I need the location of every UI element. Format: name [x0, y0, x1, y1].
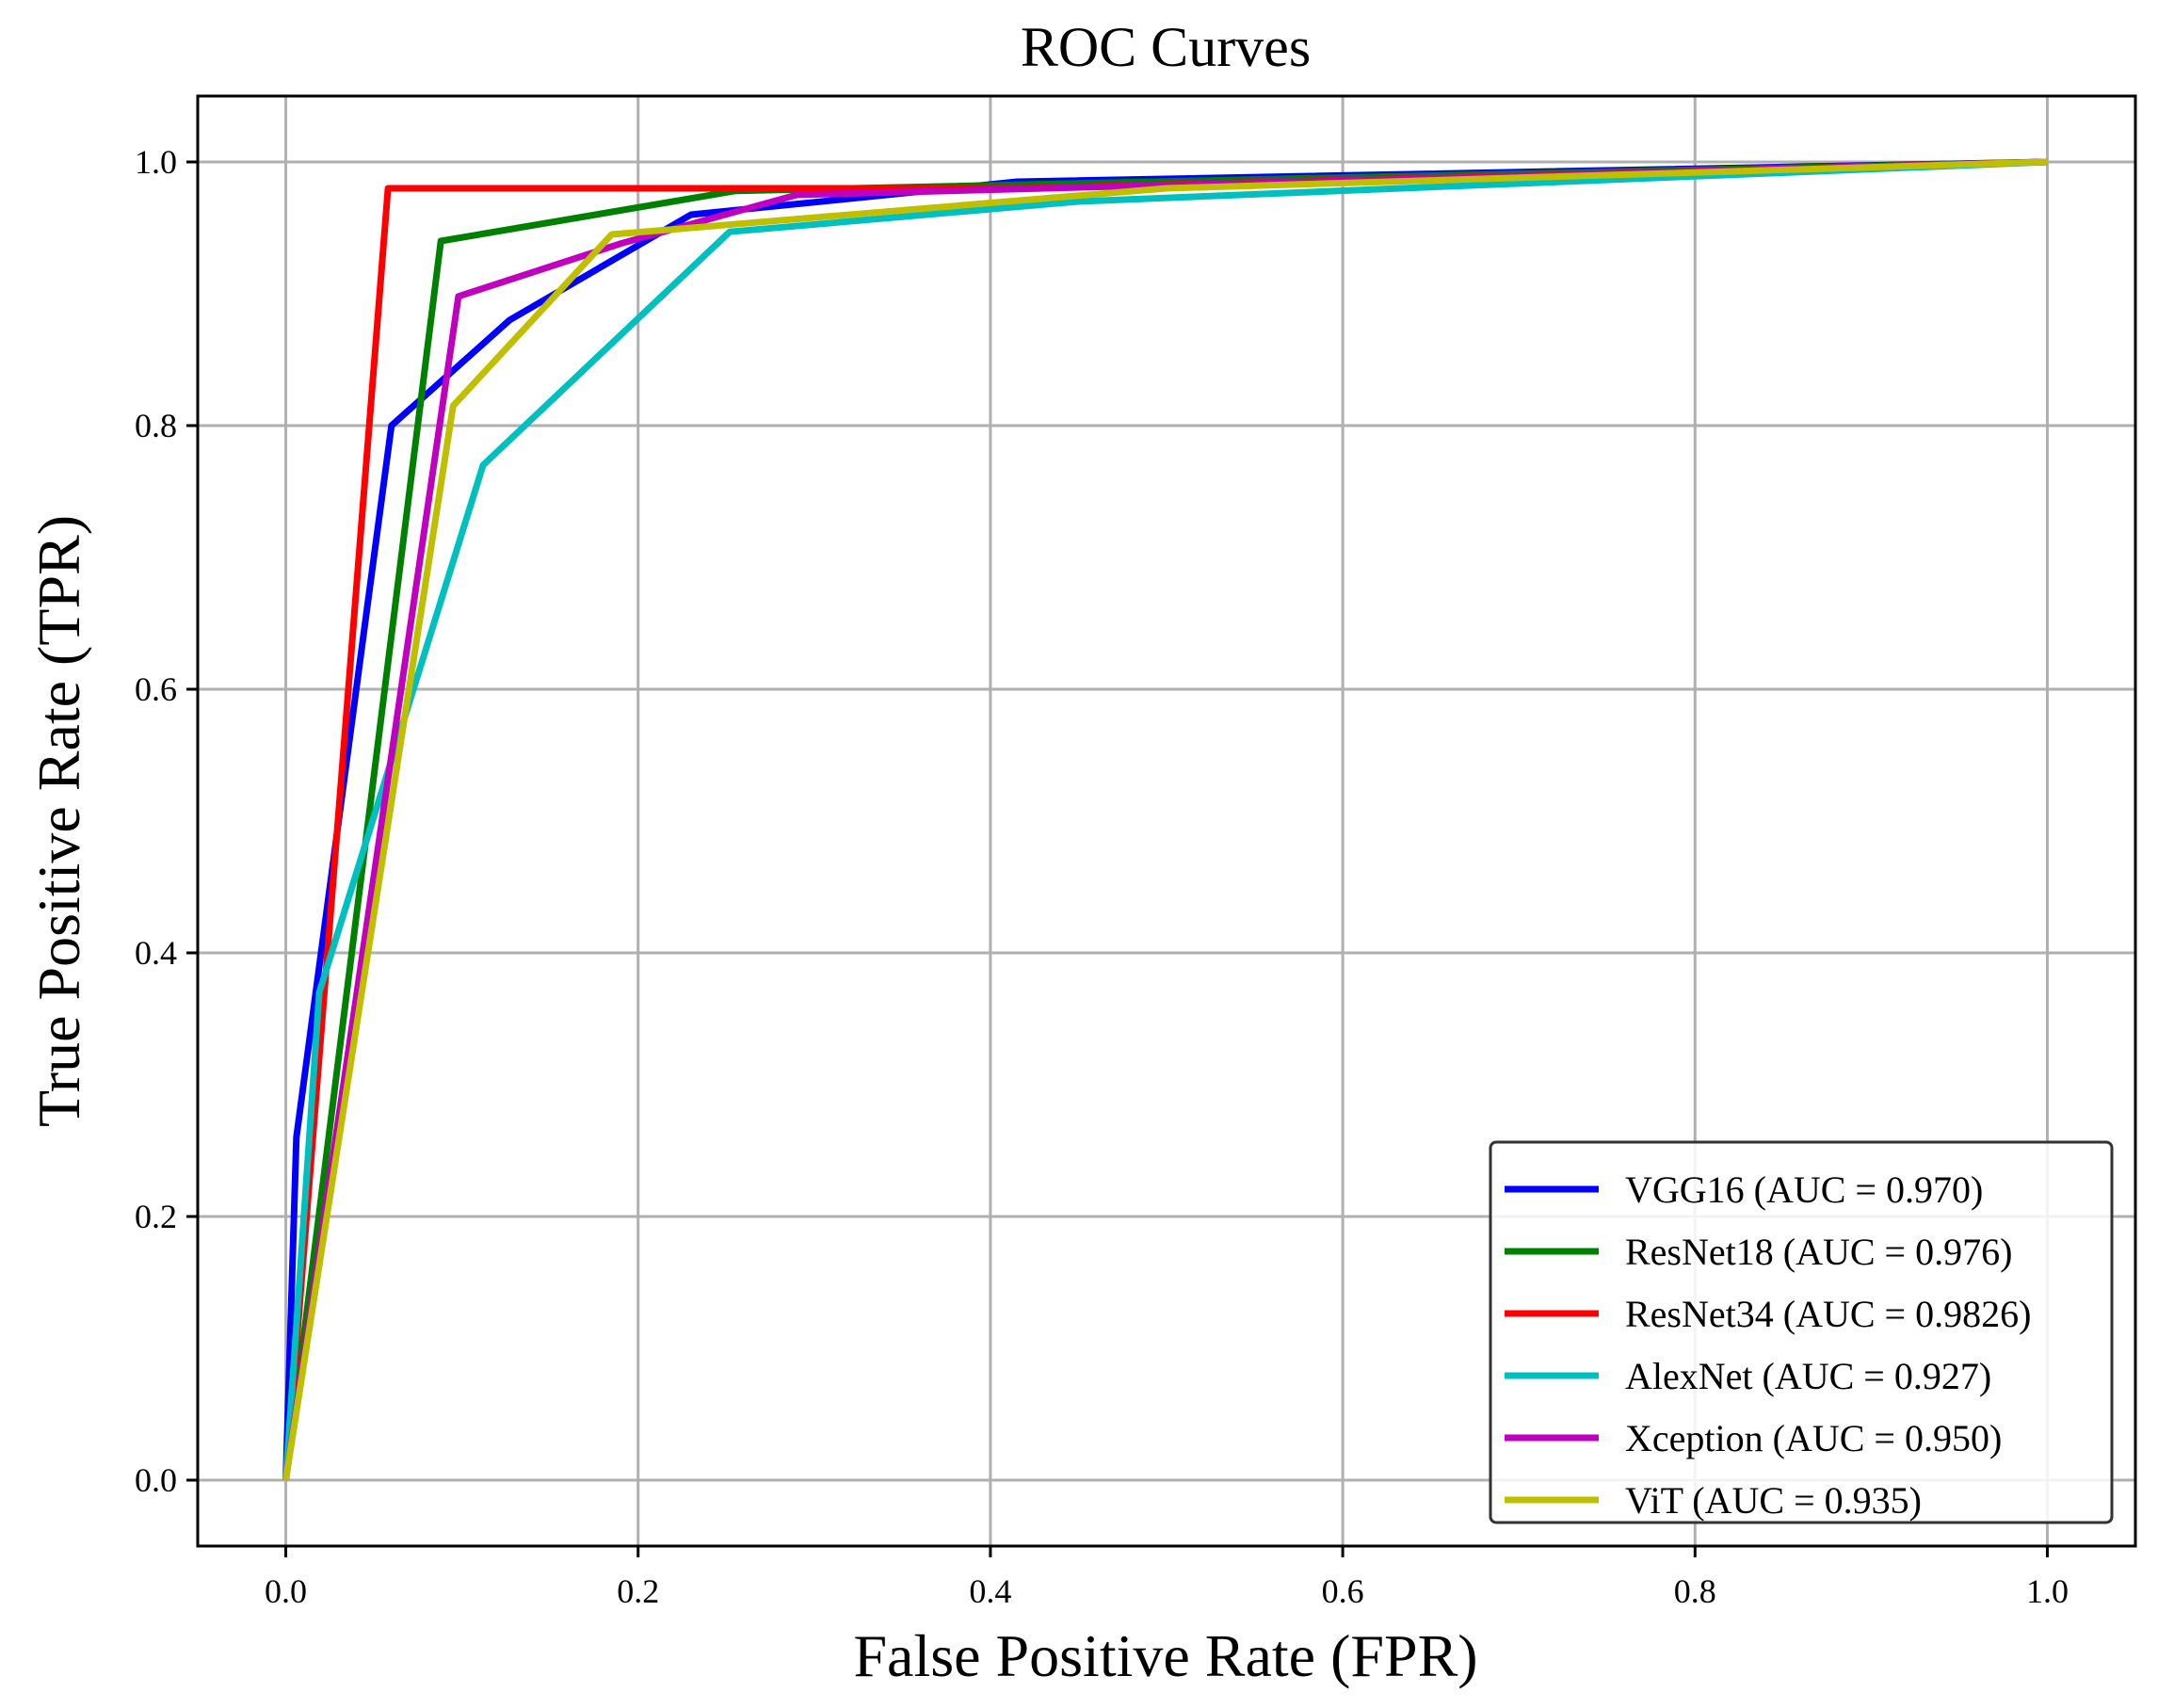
series-lines: [282, 158, 2048, 1481]
y-tick-label: 0.4: [135, 934, 177, 972]
x-axis-label: False Positive Rate (FPR): [853, 1622, 1477, 1689]
y-tick-label: 0.2: [135, 1198, 177, 1235]
y-tick-label: 0.6: [135, 670, 177, 708]
legend: VGG16 (AUC = 0.970) ResNet18 (AUC = 0.976…: [1489, 1140, 2114, 1524]
y-tick-label: 0.8: [135, 407, 177, 444]
x-tick-label: 0.6: [1322, 1572, 1364, 1610]
legend-entry: VGG16 (AUC = 0.970): [1625, 1168, 1983, 1211]
legend-box: [1489, 1140, 2114, 1524]
x-tick-label: 1.0: [2026, 1572, 2069, 1610]
plot-frame: [196, 94, 2137, 1548]
x-tick-label: 0.0: [265, 1572, 307, 1610]
chart-title: ROC Curves: [1021, 16, 1311, 78]
roc-curve-alexnet: [282, 158, 2048, 1481]
legend-entry: Xception (AUC = 0.950): [1625, 1417, 2002, 1459]
roc-curve-vit: [282, 158, 2048, 1481]
x-tick-label: 0.4: [969, 1572, 1011, 1610]
y-tick-label: 1.0: [135, 143, 177, 181]
y-axis-label: True Positive Rate (TPR): [25, 515, 92, 1127]
legend-entry: ViT (AUC = 0.935): [1625, 1479, 1922, 1522]
legend-entry: ResNet18 (AUC = 0.976): [1625, 1231, 2012, 1273]
y-tick-label: 0.0: [135, 1461, 177, 1499]
legend-entry: ResNet34 (AUC = 0.9826): [1625, 1293, 2031, 1335]
axis-ticks: 0.0 0.2 0.4 0.6 0.8 1.0 0.0 0.2 0.4 0.6 0.8 1.0: [135, 143, 2069, 1610]
legend-entry: AlexNet (AUC = 0.927): [1625, 1355, 1991, 1397]
x-tick-label: 0.2: [617, 1572, 659, 1610]
x-tick-label: 0.8: [1674, 1572, 1716, 1610]
